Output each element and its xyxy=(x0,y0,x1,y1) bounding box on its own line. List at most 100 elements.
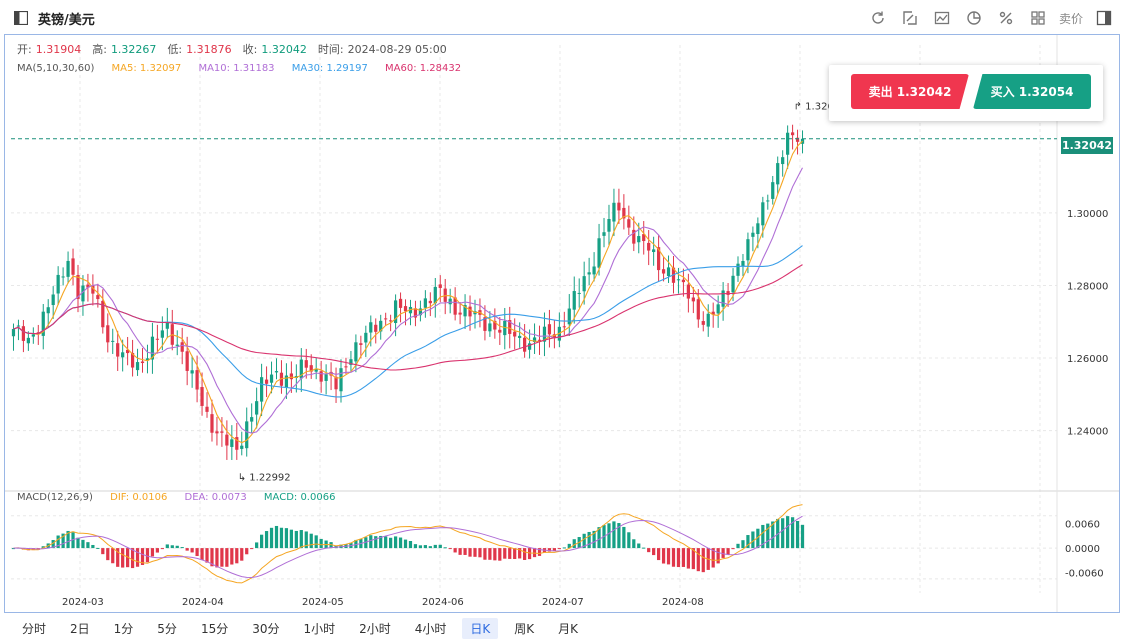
timeframe-4[interactable]: 15分 xyxy=(200,622,229,636)
candle-body xyxy=(185,351,189,371)
chart-area[interactable]: ↱ 1.32657 ↳ 1.22992 1.30000 1.28000 1.26000 1… xyxy=(4,34,1120,613)
sell-button[interactable]: 卖出 1.32042 xyxy=(851,74,969,109)
indicator-pie-icon[interactable] xyxy=(963,8,985,28)
candle-body xyxy=(542,326,547,342)
candle-body xyxy=(448,298,452,305)
macd-title: MACD(12,26,9) xyxy=(17,492,93,503)
timeframe-7[interactable]: 2小时 xyxy=(359,622,391,636)
macd-bar xyxy=(210,548,214,567)
candle-body xyxy=(741,260,745,267)
refresh-icon[interactable] xyxy=(867,8,889,28)
macd-bar xyxy=(155,548,160,553)
ma30-value: MA30: 1.29197 xyxy=(291,63,368,74)
candle-body xyxy=(731,275,735,293)
grid-layout-icon[interactable] xyxy=(1027,8,1049,28)
high-value: 1.32267 xyxy=(110,43,157,56)
candle-body xyxy=(776,163,780,185)
price-chart[interactable]: ↱ 1.32657 ↳ 1.22992 1.30000 1.28000 1.26000 1… xyxy=(5,35,1120,613)
percent-icon[interactable] xyxy=(995,8,1017,28)
macd-bar xyxy=(448,548,452,550)
candle-body xyxy=(518,335,522,338)
macd-bar xyxy=(279,527,284,549)
macd-bar xyxy=(627,532,631,549)
timeframe-2[interactable]: 1分 xyxy=(113,622,134,636)
macd-bar xyxy=(468,548,472,557)
dea-line xyxy=(13,515,803,579)
candle-body xyxy=(771,182,775,199)
macd-bar xyxy=(771,521,775,549)
candle-body xyxy=(16,325,21,327)
candle-body xyxy=(165,322,169,329)
candle-body xyxy=(666,267,671,276)
macd-bar xyxy=(800,524,805,549)
macd-bar xyxy=(691,548,695,570)
price-tick-3: 1.24000 xyxy=(1067,427,1108,438)
price-tick-0: 1.30000 xyxy=(1067,209,1108,220)
timeframe-1[interactable]: 2日 xyxy=(70,622,90,636)
candle-body xyxy=(463,305,467,317)
macd-bar xyxy=(76,537,80,549)
macd-bar xyxy=(126,548,130,568)
macd-bar xyxy=(61,533,65,549)
candle-body xyxy=(622,207,626,219)
candle-body xyxy=(428,300,432,304)
macd-bar xyxy=(786,516,790,549)
candle-body xyxy=(527,343,532,350)
macd-bar xyxy=(384,536,388,549)
candle-body xyxy=(374,324,378,332)
macd-bar xyxy=(453,548,457,553)
timeframe-6[interactable]: 1小时 xyxy=(303,622,336,636)
timeframe-9[interactable]: 日K xyxy=(462,618,499,639)
macd-bar xyxy=(652,548,656,556)
candle-body xyxy=(215,431,219,434)
macd-bar xyxy=(66,530,70,549)
timeframe-5[interactable]: 30分 xyxy=(252,622,280,636)
candle-body xyxy=(602,232,606,236)
timeframe-0[interactable]: 分时 xyxy=(22,622,47,636)
candle-body xyxy=(790,132,795,136)
candle-body xyxy=(180,342,184,352)
macd-bar xyxy=(795,520,800,549)
candle-body xyxy=(240,445,244,449)
candle-body xyxy=(523,337,527,352)
macd-bar xyxy=(473,548,477,557)
candle-body xyxy=(31,334,35,337)
macd-tick-2: -0.0060 xyxy=(1065,569,1104,580)
timeframe-10[interactable]: 周K xyxy=(514,622,535,636)
timeframe-8[interactable]: 4小时 xyxy=(414,622,447,636)
macd-bar xyxy=(369,535,373,549)
close-label: 收: xyxy=(242,43,258,56)
candle-body xyxy=(766,200,770,202)
macd-bar xyxy=(294,530,298,549)
candle-body xyxy=(433,286,437,304)
macd-bar xyxy=(215,548,219,568)
ma-legend: MA(5,10,30,60) MA5: 1.32097 MA10: 1.3118… xyxy=(17,63,475,74)
buy-button[interactable]: 买入 1.32054 xyxy=(973,74,1091,109)
macd-bar xyxy=(364,537,368,549)
candle-body xyxy=(716,304,720,314)
ma10-value: MA10: 1.31183 xyxy=(198,63,275,74)
macd-bar xyxy=(686,548,690,569)
macd-bar xyxy=(418,545,423,549)
candle-body xyxy=(130,352,135,368)
candle-body xyxy=(56,274,60,294)
candle-body xyxy=(255,401,259,415)
candle-body xyxy=(106,325,110,343)
macd-bar xyxy=(781,518,785,549)
candle-body xyxy=(116,343,120,357)
candle-body xyxy=(41,311,45,336)
chart-type-icon[interactable] xyxy=(931,8,953,28)
candle-body xyxy=(513,331,517,337)
macd-bar xyxy=(354,539,358,549)
sell-price-toggle[interactable]: 卖价 xyxy=(1058,11,1083,26)
candle-body xyxy=(210,414,214,433)
candle-body xyxy=(101,300,105,328)
macd-bar xyxy=(656,548,661,561)
macd-bar xyxy=(205,548,209,563)
timeframe-11[interactable]: 月K xyxy=(558,622,579,636)
panel-toggle-icon[interactable] xyxy=(13,10,29,29)
side-panel-icon[interactable] xyxy=(1093,8,1115,28)
draw-tool-icon[interactable] xyxy=(899,8,921,28)
macd-bar xyxy=(433,544,437,549)
timeframe-3[interactable]: 5分 xyxy=(157,622,177,636)
